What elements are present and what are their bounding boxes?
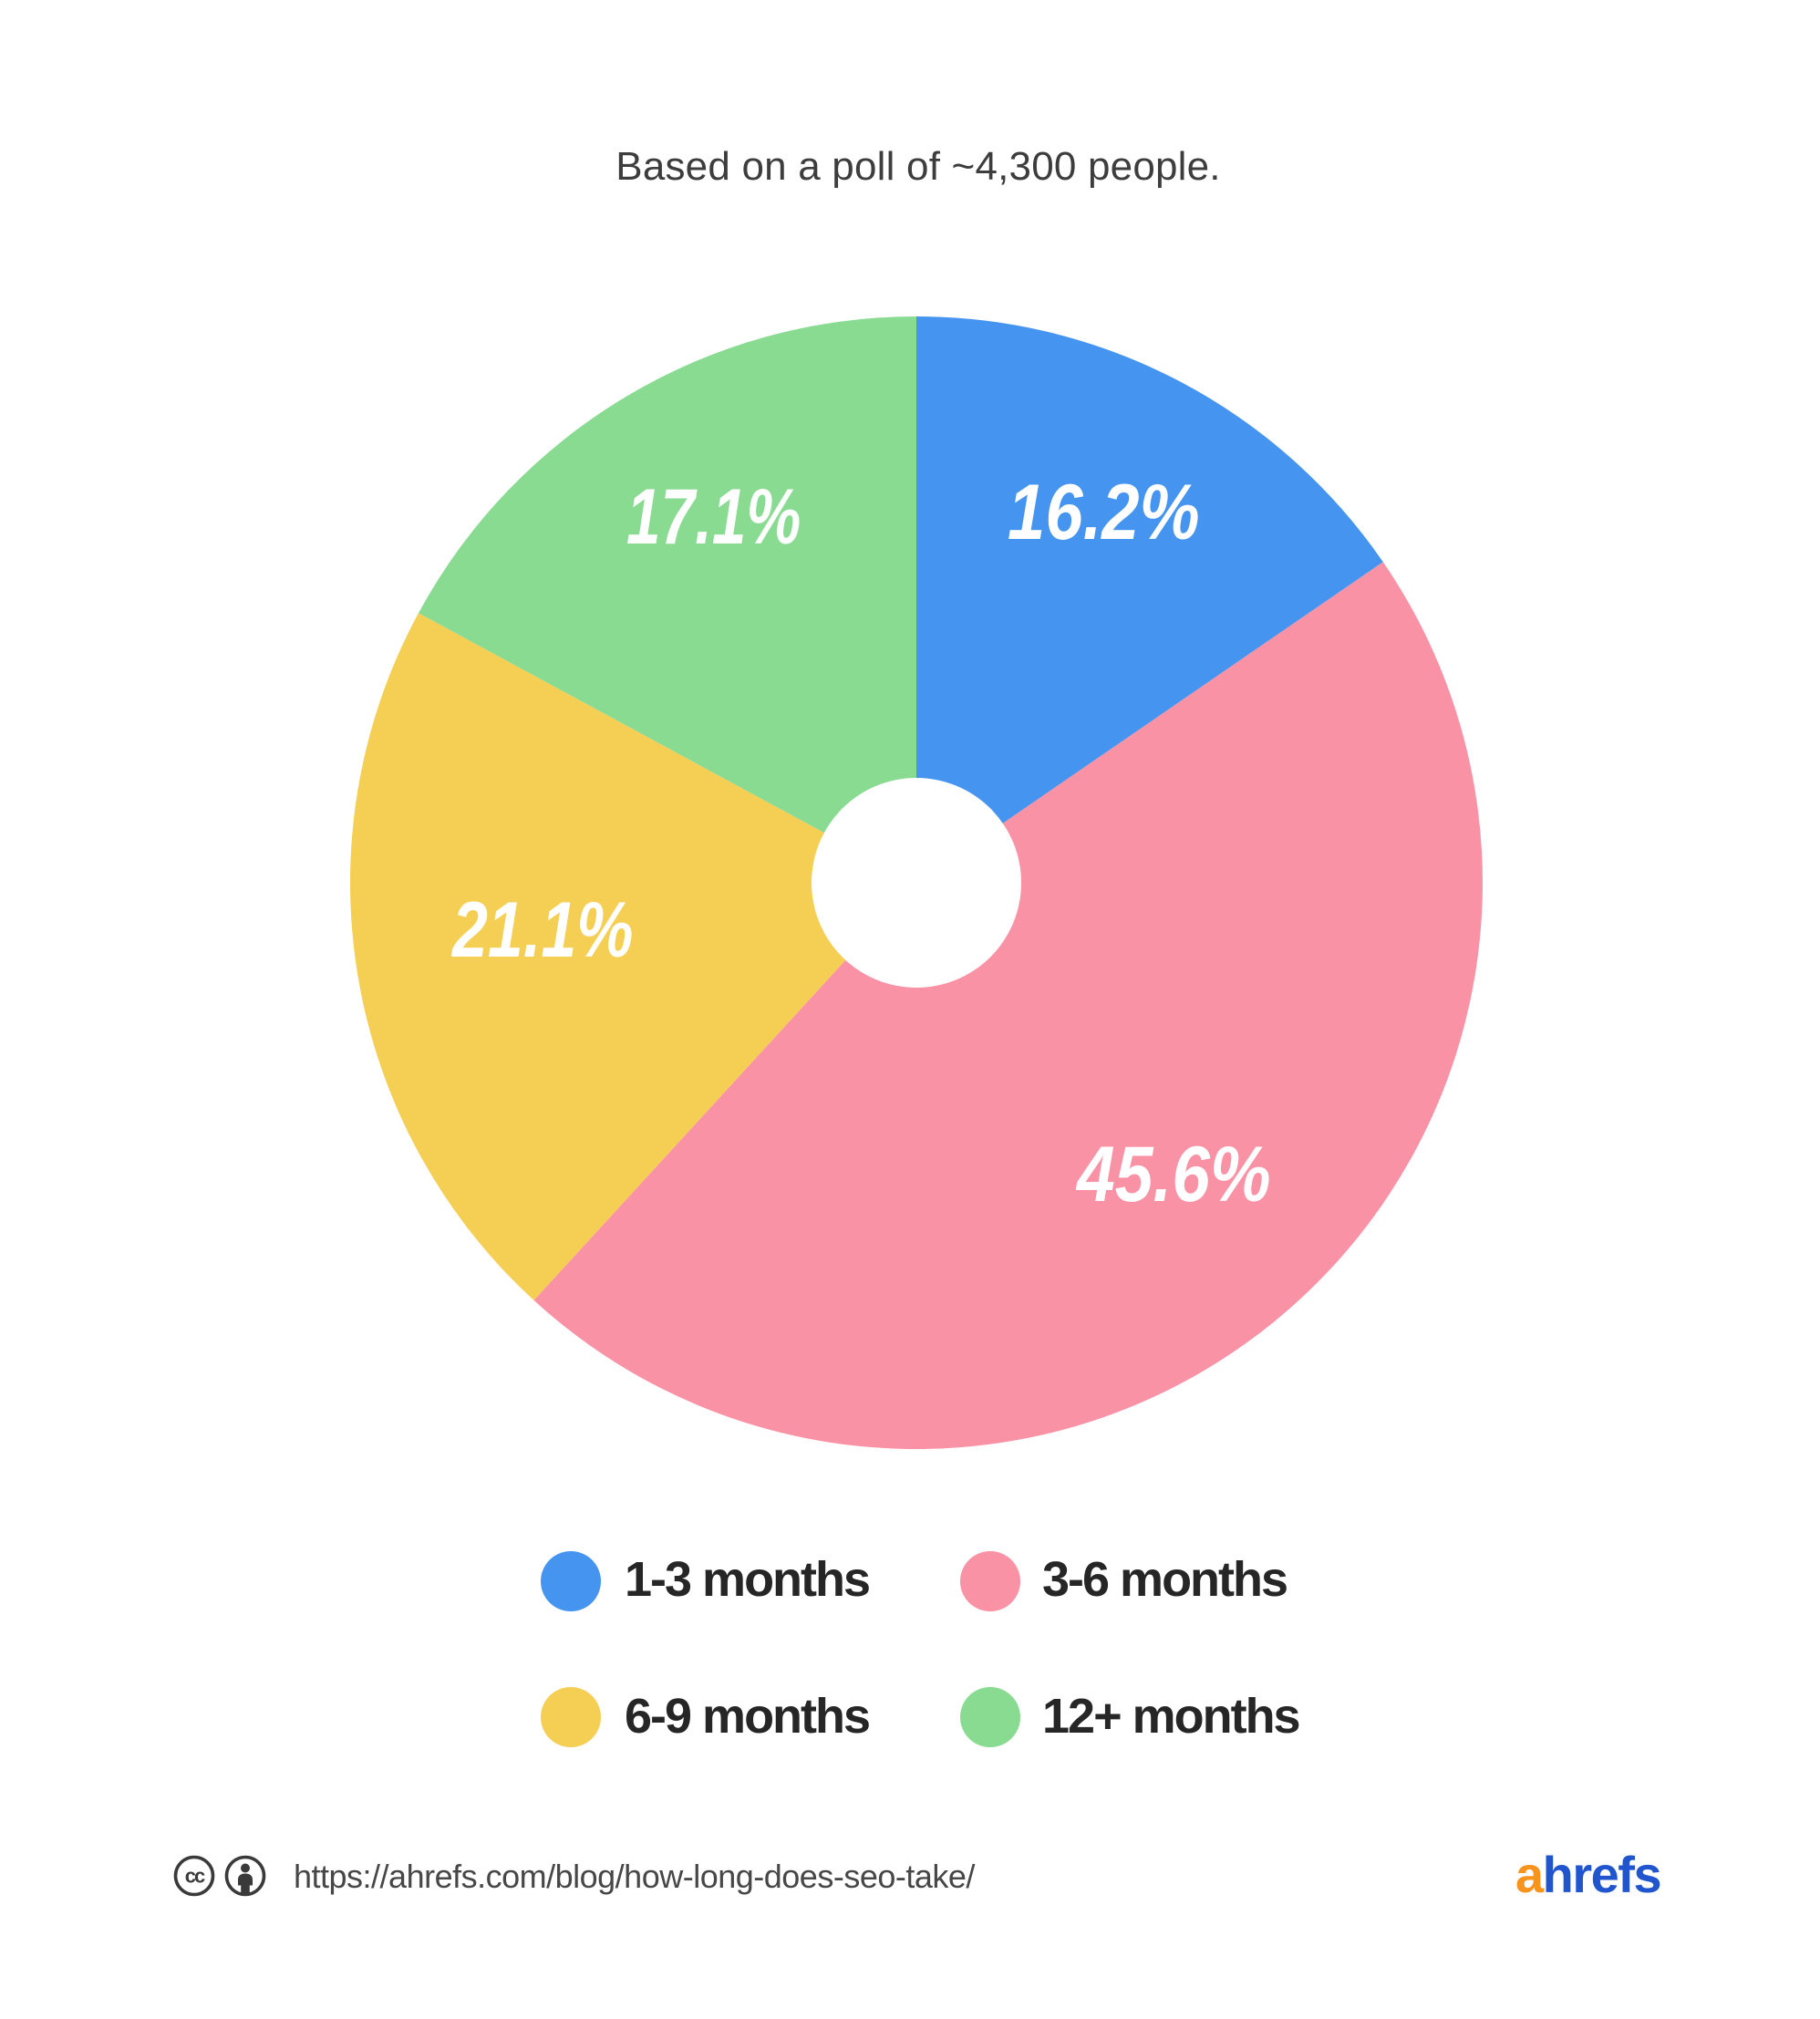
svg-text:cc: cc xyxy=(185,1865,205,1888)
